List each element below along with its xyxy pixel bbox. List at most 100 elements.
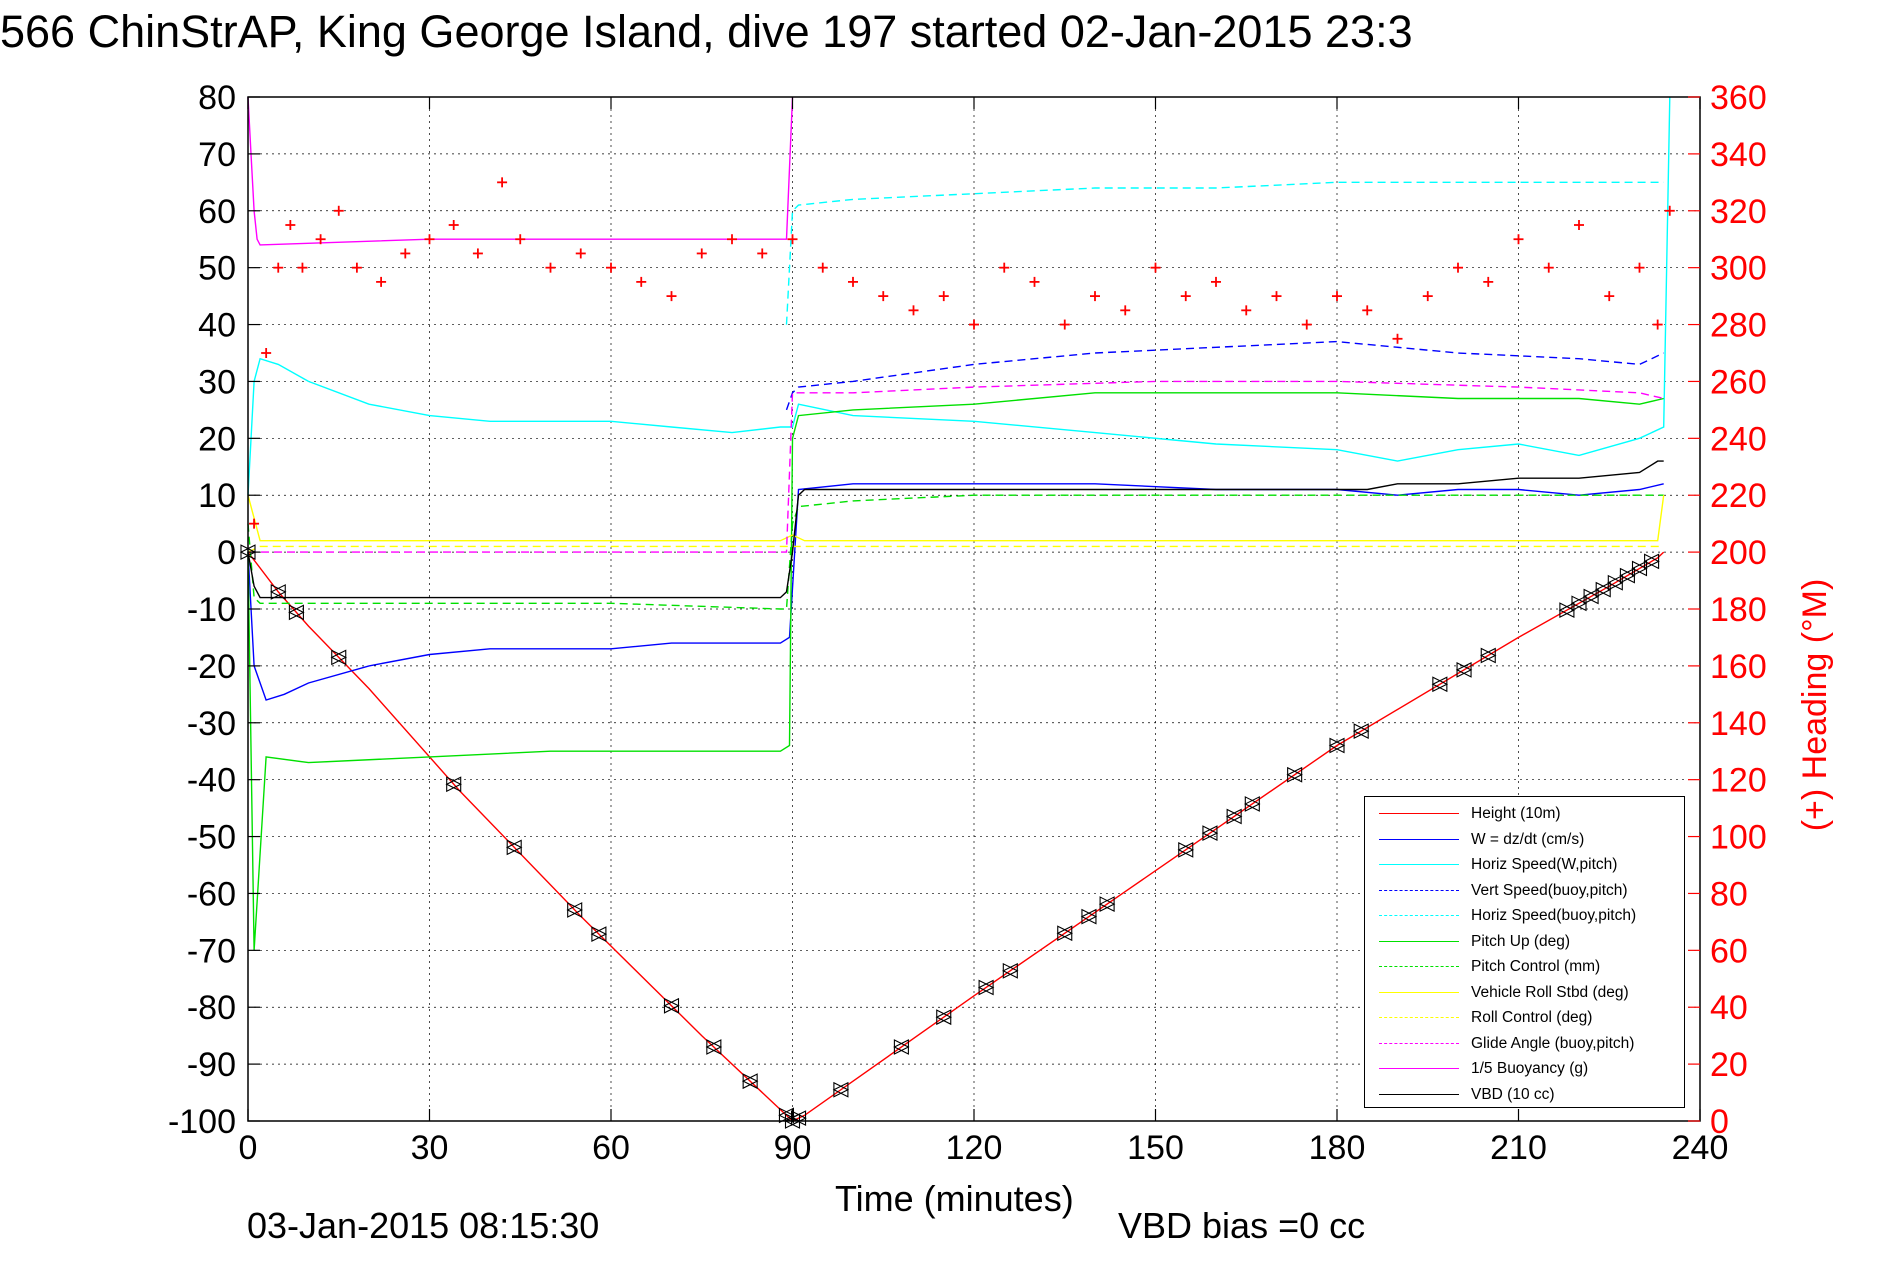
legend-label: Vehicle Roll Stbd (deg) [1471, 983, 1629, 1001]
y2-tick-label: 40 [1710, 989, 1748, 1027]
series-layer [247, 96, 1671, 1122]
legend-item: Glide Angle (buoy,pitch) [1365, 1031, 1684, 1056]
glide-marker [1431, 676, 1449, 693]
glide-marker [705, 1039, 723, 1055]
glide-marker [935, 1009, 952, 1026]
heading-point [285, 220, 296, 230]
glide-marker [778, 1107, 795, 1124]
heading-point [1120, 305, 1131, 316]
glide-marker [977, 979, 995, 996]
heading-point [1574, 220, 1584, 230]
legend-item: Vert Speed(buoy,pitch) [1365, 878, 1684, 903]
heading-point [1392, 333, 1403, 344]
series-line-5 [247, 392, 1664, 951]
legend-swatch [1379, 1042, 1459, 1044]
y2-tick-label: 100 [1710, 819, 1767, 857]
y-tick-label: -90 [187, 1046, 236, 1084]
heading-point [1483, 276, 1494, 287]
glide-marker [1643, 553, 1660, 570]
heading-point [1634, 262, 1645, 273]
series-line-11 [247, 460, 1664, 599]
y2-axis-label: (+) Heading (°M) [1796, 579, 1834, 832]
heading-point [400, 248, 411, 259]
legend-label: Horiz Speed(buoy,pitch) [1471, 907, 1637, 924]
chart-title: 566 ChinStrAP, King George Island, dive … [0, 6, 1413, 57]
tick-marks [247, 96, 1701, 1122]
legend-swatch [1379, 838, 1459, 840]
legend-swatch [1379, 1093, 1459, 1095]
heading-point [1301, 319, 1312, 330]
legend-swatch [1379, 813, 1459, 814]
timestamp-label: 03-Jan-2015 08:15:30 [247, 1205, 600, 1246]
glide-marker [1225, 808, 1243, 825]
x-tick-label: 150 [1127, 1129, 1184, 1167]
legend-item: Roll Control (deg) [1365, 1005, 1684, 1030]
heading-point [817, 262, 828, 273]
y2-tick-label: 320 [1710, 193, 1767, 231]
y2-tick-label: 120 [1710, 762, 1767, 800]
glide-marker [1631, 560, 1648, 577]
y2-tick-label: 220 [1710, 477, 1767, 515]
legend-swatch [1379, 889, 1459, 891]
legend-swatch [1379, 1017, 1459, 1018]
heading-point [1453, 262, 1463, 273]
heading-point [1664, 205, 1675, 216]
x-tick-label: 180 [1309, 1129, 1366, 1167]
legend-label: Height (10m) [1471, 805, 1561, 822]
y-tick-label: 80 [198, 79, 236, 117]
y-tick-label: 0 [217, 534, 236, 572]
series-line-9 [248, 380, 1664, 553]
heading-point [273, 262, 284, 273]
heading-point [333, 205, 344, 216]
heading-point [1332, 291, 1342, 302]
glide-marker [1619, 567, 1636, 584]
heading-point [448, 220, 459, 230]
heading-point [545, 262, 556, 273]
x-tick-label: 30 [411, 1129, 449, 1167]
series-line-7 [247, 495, 1665, 542]
y-tick-label: 30 [198, 363, 236, 401]
legend-swatch [1379, 864, 1459, 865]
y-tick-label: 20 [198, 420, 236, 458]
glide-marker [1328, 737, 1346, 754]
heading-point [249, 518, 260, 529]
y2-tick-label: 160 [1710, 648, 1767, 686]
heading-point [636, 276, 647, 287]
glide-marker [1098, 896, 1116, 912]
y-tick-label: -80 [187, 989, 236, 1027]
x-tick-label: 120 [946, 1129, 1003, 1167]
y-tick-label: -40 [187, 762, 236, 800]
heading-point [1029, 276, 1040, 287]
glide-marker [1594, 581, 1612, 598]
heading-point [424, 234, 435, 245]
glide-marker [1286, 766, 1303, 783]
heading-point [351, 262, 362, 273]
heading-point [878, 291, 889, 302]
glide-marker [1201, 825, 1219, 842]
glide-marker [1570, 595, 1588, 612]
y-tick-label: 50 [198, 250, 236, 288]
glide-marker [1352, 723, 1370, 740]
legend-label: VBD (10 cc) [1471, 1085, 1555, 1103]
legend-label: Glide Angle (buoy,pitch) [1471, 1034, 1635, 1052]
glide-marker [1480, 647, 1497, 664]
y-tick-label: -60 [187, 875, 236, 913]
x-axis-label: Time (minutes) [835, 1178, 1074, 1219]
heading-point [969, 319, 979, 330]
heading-point [1543, 262, 1554, 273]
heading-point [606, 262, 616, 273]
glide-marker [566, 902, 583, 918]
y2-tick-label: 360 [1710, 79, 1767, 117]
x-tick-label: 210 [1490, 1129, 1547, 1167]
series-line-0 [247, 551, 1665, 1122]
legend-item: Vehicle Roll Stbd (deg) [1365, 980, 1684, 1005]
y-tick-labels: 80 70 60 50 40 30 20 10 0 -10 -20 -30 -40 -50 -60 -70 -8… [168, 79, 236, 1141]
y2-tick-label: 260 [1710, 363, 1767, 401]
y-tick-label: 10 [198, 477, 236, 515]
heading-point [1090, 291, 1100, 302]
glide-marker [270, 584, 287, 600]
y2-tick-label: 340 [1710, 136, 1767, 174]
y-tick-label: -20 [187, 648, 236, 686]
legend-item: Pitch Control (mm) [1365, 954, 1684, 979]
legend-item: Height (10m) [1365, 801, 1684, 826]
